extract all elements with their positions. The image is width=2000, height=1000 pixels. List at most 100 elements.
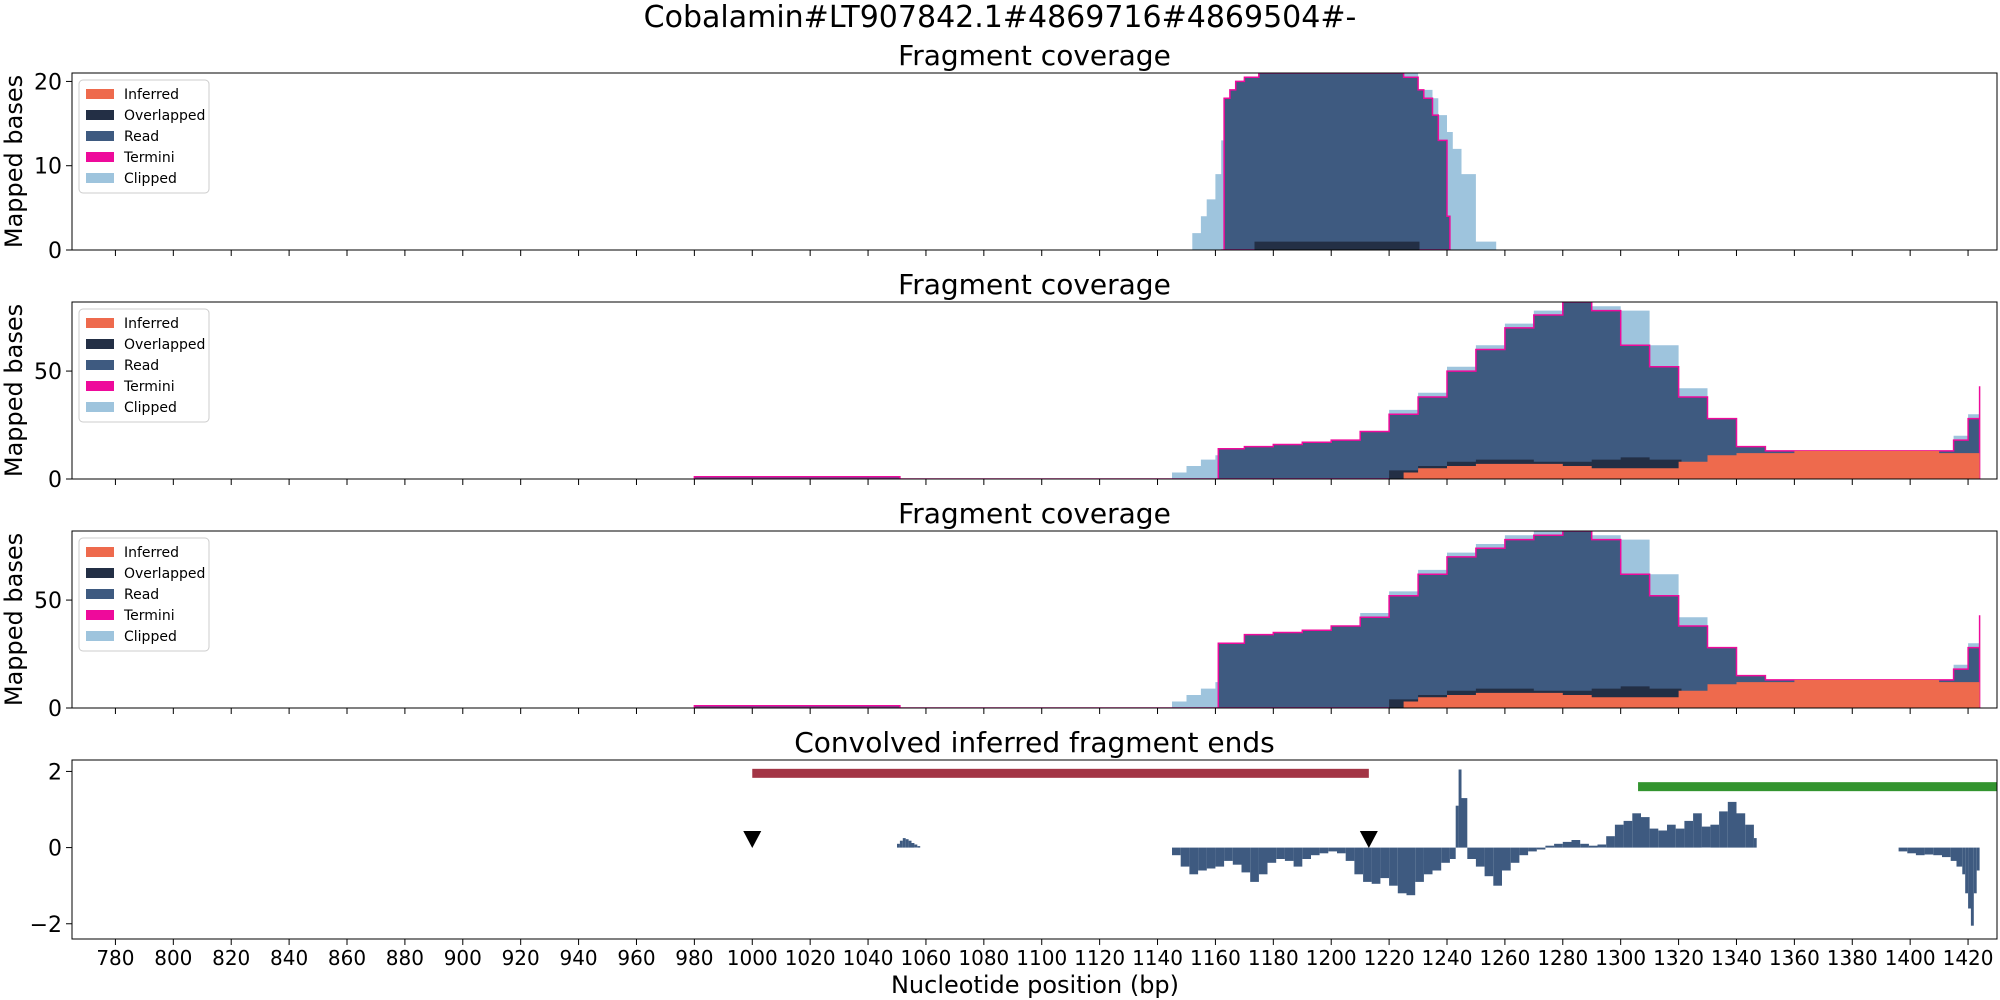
legend-label-termini: Termini [123,379,175,395]
y-tick-label: 50 [34,589,62,614]
signal-bar [1345,847,1355,861]
signal-bar [1536,847,1546,850]
legend-label-clipped: Clipped [124,171,177,187]
region-band-bar_red [752,768,1369,778]
signal-bar [1753,838,1757,848]
signal-bar [1562,841,1572,848]
legend-swatch-clipped [86,173,114,183]
signal-bar [1924,847,1934,855]
legend-swatch-termini [86,381,114,391]
signal-bar [1380,847,1390,879]
plot-area [743,768,1997,926]
signal-bar [1267,847,1277,863]
signal-bar [914,844,918,848]
panel-3: Fragment coverage Inferred Overlapped Read T… [0,497,1998,722]
figure-suptitle: Cobalamin#LT907842.1#4869716#4869504#- [644,0,1357,35]
signal-bar [1310,847,1320,856]
signal-bar [1328,847,1337,852]
signal-bar [1606,836,1615,848]
legend-label-overlapped: Overlapped [124,108,205,124]
x-tick-label: 1100 [1016,946,1067,970]
x-tick-label: 1220 [1364,946,1415,970]
signal-bar [1415,847,1424,882]
signal-bar [1455,805,1459,848]
panel-1: Fragment coverage Inferred Overlapped Read T… [0,39,1998,264]
y-tick-label: 0 [48,837,62,862]
series-read-area [694,531,1980,708]
signal-bar [1528,847,1537,852]
axes-frame [71,301,1998,480]
signal-bar [1956,847,1963,867]
signal-bar [1389,847,1398,886]
signal-bar [1968,847,1971,909]
signal-bar [1675,828,1685,848]
x-tick-label: 1280 [1537,946,1588,970]
plot-area [1186,73,1497,250]
x-tick-label: 1420 [1943,946,1994,970]
signal-bar [1224,847,1233,861]
signal-bar [1198,847,1207,871]
legend-label-read: Read [124,129,159,145]
y-tick-label: 50 [34,360,62,385]
signal-bar [1467,847,1476,859]
x-tick-label: 840 [270,946,308,970]
signal-bar [1962,847,1966,875]
signal-bar [1933,847,1942,856]
x-tick-label: 780 [96,946,134,970]
signal-bar [899,840,903,848]
panel-title: Convolved inferred fragment ends [794,726,1275,759]
x-tick-label: 1200 [1306,946,1357,970]
signal-bar [1461,798,1468,848]
x-tick-label: 1040 [843,946,894,970]
signal-bar [1354,847,1364,875]
legend-label-clipped: Clipped [124,400,177,416]
y-tick-label: 0 [48,239,62,264]
signal-bar [902,838,906,848]
signal-bar [1432,847,1442,871]
x-tick-label: 1400 [1885,946,1936,970]
legend-label-inferred: Inferred [124,545,179,561]
legend-label-termini: Termini [123,150,175,166]
y-axis-label: Mapped bases [0,75,28,248]
x-tick-label: 1180 [1248,946,1299,970]
y-axis-label: Mapped bases [0,304,28,477]
series-overlapped-area [1253,241,1420,250]
legend-swatch-inferred [86,89,114,99]
signal-bar [1302,847,1311,859]
signal-bar [1632,813,1641,848]
x-tick-label: 820 [212,946,250,970]
legend-frame [78,537,210,652]
signal-bar [1519,847,1529,856]
panel-title: Fragment coverage [898,268,1171,301]
x-tick-label: 1020 [785,946,836,970]
signal-bar [1580,843,1589,848]
x-tick-label: 1380 [1827,946,1878,970]
legend-frame [78,79,210,194]
signal-bar [1719,811,1728,848]
signal-bar [1614,824,1624,848]
panels: Fragment coverage Inferred Overlapped Read T… [0,39,1998,970]
legend-swatch-clipped [86,631,114,641]
legend: Inferred Overlapped Read Termini Clipped [78,537,210,652]
series-inferred-area [1389,679,1980,708]
legend-label-read: Read [124,587,159,603]
signal-bar [1337,847,1346,854]
signal-bar [1950,847,1957,861]
x-tick-label: 960 [617,946,655,970]
y-tick-label: −2 [30,913,62,938]
legend-swatch-overlapped [86,110,114,120]
legend-swatch-read [86,360,114,370]
signal-bar [1423,847,1433,875]
x-tick-label: 1260 [1479,946,1530,970]
signal-bar [1397,847,1407,894]
legend-swatch-termini [86,610,114,620]
signal-bar [1973,847,1977,894]
signal-bar [1441,847,1450,863]
signal-bar [1976,847,1980,871]
x-tick-label: 900 [444,946,482,970]
signal-bar [1736,813,1746,848]
panel-4: Convolved inferred fragment ends −2 0 2 780 8… [30,726,1998,970]
signal-bar [1493,847,1502,886]
signal-bar [1623,820,1633,848]
signal-bar [1588,845,1598,848]
